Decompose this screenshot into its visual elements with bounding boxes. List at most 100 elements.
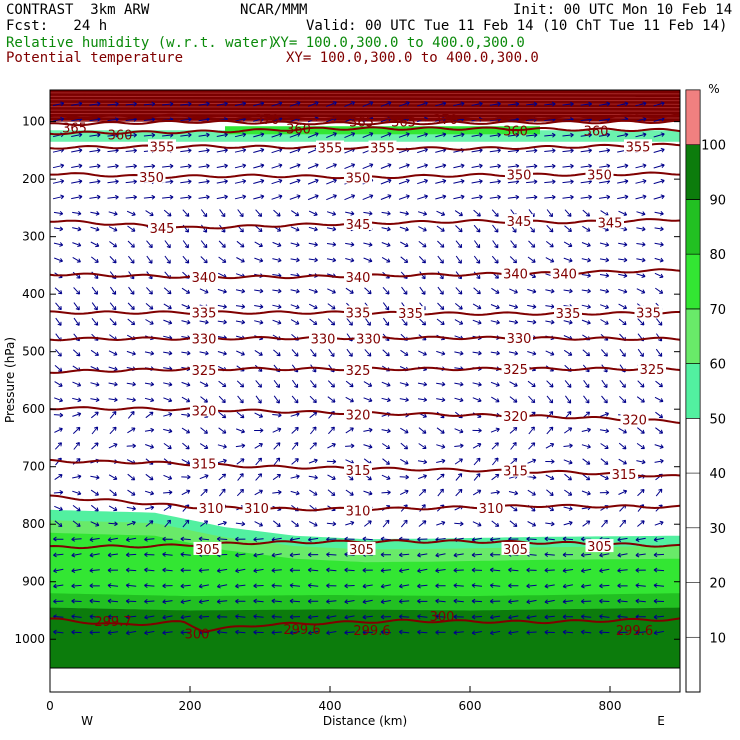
wind-arrow [143,117,156,122]
wind-arrow [72,226,82,232]
top-band-contour [50,92,680,95]
wind-arrow [635,101,647,107]
wind-arrow [234,163,247,169]
wind-arrow [181,458,191,465]
wind-arrow [598,132,611,138]
theta-label-bg [624,139,652,153]
wind-arrow [236,428,246,434]
wind-arrow [580,552,592,558]
wind-arrow [72,381,82,387]
wind-arrow [562,599,574,604]
wind-arrow [127,225,136,232]
wind-arrow [417,552,428,558]
wind-arrow [162,614,173,620]
wind-arrow [492,457,499,466]
wind-arrow [253,163,265,169]
wind-arrow [362,536,373,542]
wind-arrow [326,257,337,263]
wind-arrow [108,226,118,232]
wind-arrow [564,209,572,217]
wind-arrow [471,163,483,169]
wind-arrow [54,505,63,511]
wind-arrow [163,505,172,512]
wind-arrow [398,163,410,169]
plot-area: 299.7 299.6 299.6 299.6 300 300 305 305 305 305 31… [50,90,680,668]
wind-arrow [455,255,462,264]
wind-arrow [255,209,263,217]
colorbar-label: 20 [709,577,726,592]
wind-arrow [71,598,82,604]
wind-arrow [128,286,135,295]
wind-arrow [599,490,610,495]
wind-arrow [398,568,410,574]
wind-arrow [509,288,518,294]
wind-arrow [654,458,664,464]
wind-arrow [436,520,446,526]
wind-arrow [72,426,81,434]
wind-arrow [89,148,101,153]
theta-label-bg [344,503,372,517]
wind-arrow [125,101,138,107]
wind-arrow [526,101,538,107]
wind-arrow [617,598,628,604]
wind-arrow [509,396,518,403]
wind-arrow [508,350,519,356]
wind-arrow [562,101,574,107]
wind-arrow [564,380,572,388]
theta-label: 310 [479,502,504,517]
wind-arrow [73,442,80,450]
colorbar-label: 70 [709,303,726,318]
wind-arrow [509,505,518,512]
wind-arrow [546,411,554,419]
wind-arrow [345,427,354,434]
theta-label-bg [585,167,614,181]
wind-arrow [272,304,282,309]
theta-label: 360 [108,128,133,143]
wind-arrow [636,442,645,450]
wind-arrow [163,381,173,387]
wind-arrow [418,350,427,356]
wind-arrow [54,442,62,450]
wind-arrow [163,287,172,295]
wind-arrow [144,490,155,496]
wind-arrow [454,319,464,325]
wind-arrow [380,132,392,138]
wind-arrow [253,552,264,558]
colorbar-label: 80 [709,248,726,263]
wind-arrow [564,225,572,232]
wind-arrow [382,302,390,311]
wind-arrow [380,552,392,558]
wind-arrow [327,396,336,403]
wind-arrow [164,255,171,264]
wind-arrow [582,473,591,481]
wind-arrow [108,397,118,403]
wind-arrow [198,599,209,605]
wind-arrow [601,395,608,404]
wind-arrow [363,397,373,403]
wind-arrow [489,179,501,184]
wind-arrow [617,537,628,542]
wind-arrow [599,598,610,604]
wind-arrow [381,428,391,434]
wind-arrow [291,426,299,434]
wind-arrow [600,412,610,417]
wind-arrow [73,287,81,295]
wind-arrow [436,225,445,232]
wind-arrow [491,287,500,294]
wind-arrow [254,304,264,309]
wind-arrow [545,304,555,309]
wind-arrow [398,599,410,604]
theta-field-label: Potential temperature [6,50,184,66]
wind-arrow [126,350,136,356]
wind-arrow [89,552,100,558]
wind-arrow [489,583,501,588]
wind-arrow [54,287,63,295]
wind-arrow [435,101,447,107]
wind-arrow [72,271,81,279]
wind-arrow [90,411,99,419]
wind-arrow [90,241,100,248]
wind-arrow [72,256,81,263]
wind-arrow [326,178,337,185]
wind-arrow [308,226,318,232]
wind-arrow [145,473,154,481]
